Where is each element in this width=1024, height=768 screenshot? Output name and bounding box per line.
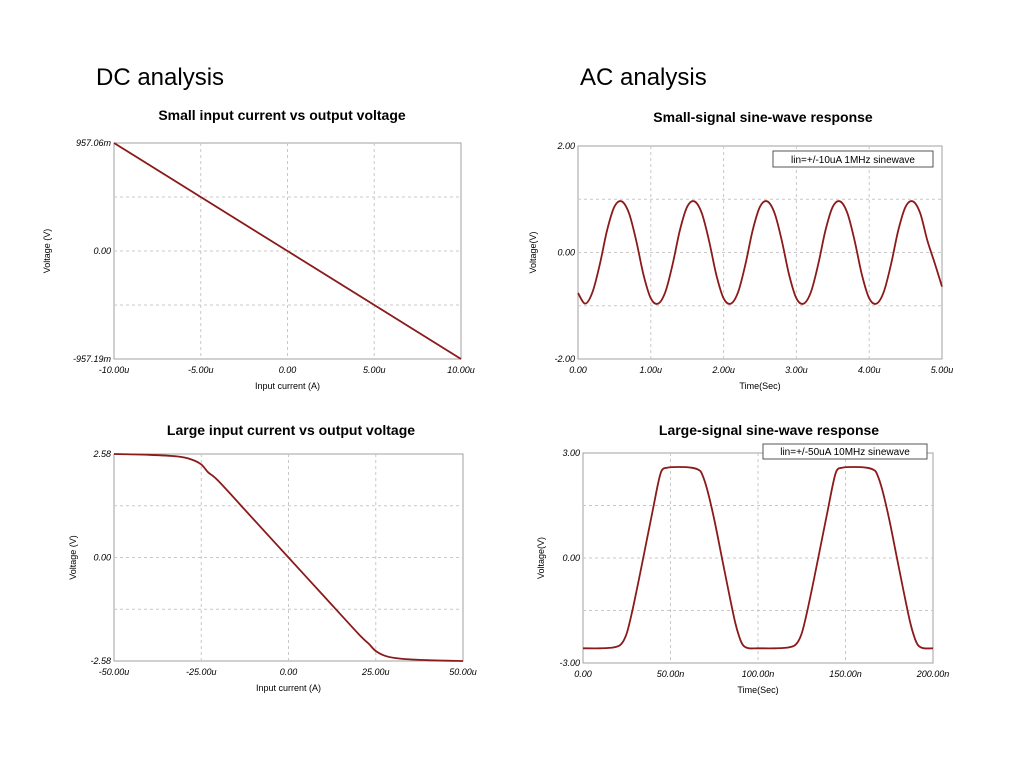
y-tick-label: 0.00: [93, 553, 111, 563]
x-axis-label: Time(Sec): [737, 685, 778, 695]
y-tick-label: -957.19m: [73, 354, 112, 364]
x-tick-label: -50.00u: [99, 667, 130, 677]
x-tick-label: 0.00: [280, 667, 298, 677]
x-tick-label: -25.00u: [186, 667, 217, 677]
x-axis-label: Input current (A): [256, 683, 321, 693]
annotation-box: [772, 150, 934, 168]
y-axis-label: Voltage (V): [68, 535, 78, 580]
y-axis-label: Voltage(V): [528, 231, 538, 273]
x-axis-label: Input current (A): [255, 381, 320, 391]
x-tick-label: 0.00: [569, 365, 587, 375]
x-tick-label: 1.00u: [640, 365, 663, 375]
x-tick-label: 5.00u: [931, 365, 954, 375]
x-tick-label: 50.00n: [657, 669, 685, 679]
x-tick-label: -5.00u: [188, 365, 214, 375]
y-axis-label: Voltage(V): [536, 537, 546, 579]
x-tick-label: 10.00u: [447, 365, 475, 375]
series-line: [113, 142, 462, 360]
series-line: [113, 453, 464, 662]
annotation-label: lin=+/-50uA 10MHz sinewave: [780, 447, 910, 458]
annotation-label: lin=+/-10uA 1MHz sinewave: [791, 155, 915, 166]
y-tick-label: 957.06m: [76, 138, 112, 148]
y-axis-label: Voltage (V): [42, 229, 52, 274]
y-tick-label: 0.00: [93, 246, 111, 256]
series-line: [577, 200, 943, 305]
x-tick-label: 50.00u: [449, 667, 477, 677]
chart-title-small-dc: Small input current vs output voltage: [158, 107, 406, 123]
x-tick-label: 2.00u: [711, 365, 735, 375]
y-tick-label: 2.58: [92, 449, 111, 459]
x-tick-label: 200.00n: [916, 669, 950, 679]
annotation-box: [762, 443, 928, 460]
series-line: [582, 466, 934, 650]
y-tick-label: 2.00: [556, 141, 575, 151]
y-tick-label: 0.00: [562, 553, 580, 563]
x-axis-label: Time(Sec): [739, 381, 780, 391]
x-tick-label: 5.00u: [363, 365, 386, 375]
x-tick-label: 0.00: [574, 669, 592, 679]
dc-analysis-heading: DC analysis: [96, 64, 225, 91]
x-tick-label: 4.00u: [858, 365, 881, 375]
x-tick-label: 3.00u: [785, 365, 808, 375]
x-tick-label: 100.00n: [742, 669, 775, 679]
y-tick-label: -2.58: [90, 656, 111, 666]
y-tick-label: 0.00: [557, 248, 575, 258]
x-tick-label: 150.00n: [829, 669, 862, 679]
chart-title-small-ac: Small-signal sine-wave response: [653, 109, 873, 125]
x-tick-label: -10.00u: [99, 365, 130, 375]
y-tick-label: -2.00: [554, 354, 575, 364]
ac-analysis-heading: AC analysis: [580, 64, 707, 91]
x-tick-label: 25.00u: [361, 667, 390, 677]
y-tick-label: 3.00: [562, 448, 580, 458]
chart-title-large-ac: Large-signal sine-wave response: [658, 422, 880, 438]
x-tick-label: 0.00: [279, 365, 297, 375]
y-tick-label: -3.00: [559, 658, 580, 668]
chart-title-large-dc: Large input current vs output voltage: [166, 422, 416, 438]
